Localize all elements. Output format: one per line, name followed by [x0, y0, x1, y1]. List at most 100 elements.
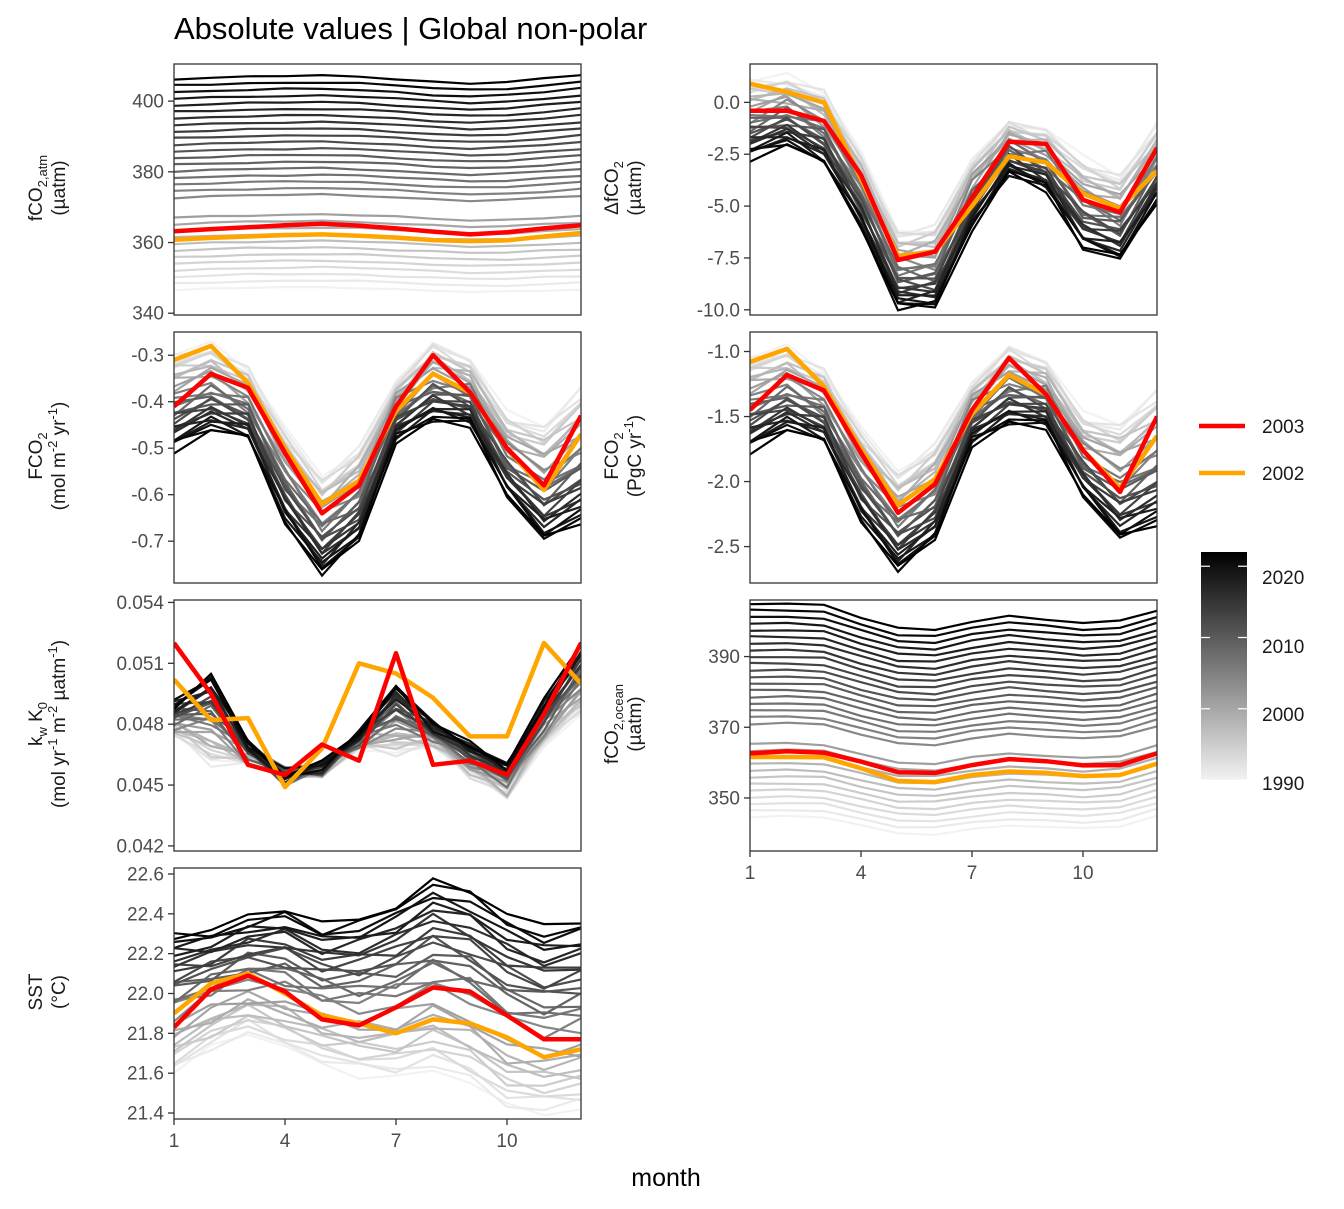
series-line-1994 — [174, 1019, 581, 1095]
y-axis-title: ΔfCO2 (µatm) — [602, 160, 646, 215]
series-line-2004 — [750, 721, 1157, 747]
series-line-2003 — [174, 221, 581, 237]
series-line-1991 — [174, 279, 581, 288]
series-line-2006 — [750, 709, 1157, 733]
panel-border — [749, 331, 1158, 584]
y-tick-label: -10.0 — [697, 300, 740, 321]
y-axis-title-line2: (µatm) — [625, 696, 646, 751]
y-tick-label: -0.6 — [131, 485, 164, 506]
y-tick-label: 22.6 — [127, 864, 164, 885]
series-line-2012 — [174, 396, 581, 540]
legend-lines: 2003 2002 — [1199, 417, 1304, 485]
y-axis-title: fCO2,ocean (µatm) — [602, 684, 646, 764]
series-line-1990 — [750, 814, 1157, 836]
series-line-2002 — [174, 640, 581, 790]
y-tick-label: -0.4 — [131, 392, 164, 413]
panel-7: 21.4 21.6 21.8 22.0 22.2 22.4 22.6 1 4 7 10 SST (°C) — [26, 864, 582, 1152]
series-line-2013 — [174, 133, 581, 143]
series-line-2002 — [174, 971, 581, 1060]
series-line-1990 — [174, 340, 581, 478]
series-line-2022 — [750, 142, 1157, 309]
series-line-1997 — [174, 1014, 581, 1079]
series-line-1996 — [750, 775, 1157, 798]
series-line-2003 — [750, 749, 1157, 776]
series-line-2014 — [174, 127, 581, 137]
series-line-2017 — [174, 107, 581, 117]
series-line-1997 — [750, 768, 1157, 791]
panel-3: -0.3 -0.4 -0.5 -0.6 -0.7 FCO2(mol m-2 yr-1) — [26, 331, 582, 584]
series-line-1996 — [174, 246, 581, 255]
x-tick-label: 4 — [280, 1131, 291, 1152]
y-tick-label: -7.5 — [707, 248, 740, 269]
series-line-2022 — [750, 420, 1157, 568]
series-line-2001 — [174, 367, 581, 509]
y-tick-label: 380 — [132, 162, 164, 183]
series-line-2003 — [174, 973, 581, 1042]
series-lines — [174, 73, 581, 294]
y-axis-title-line2: (mol m-2 yr-1) — [45, 402, 70, 511]
series-line-2010 — [174, 153, 581, 163]
series-line-2004 — [174, 192, 581, 203]
series-line-2001 — [750, 741, 1157, 766]
y-tick-label: 21.4 — [127, 1104, 164, 1125]
panel-border — [173, 63, 582, 316]
y-tick-label: -2.0 — [707, 472, 740, 493]
y-tick-label: -1.0 — [707, 342, 740, 363]
panel-6: 350 370 390 1 4 7 10 fCO2,ocean (µatm) — [602, 599, 1158, 884]
series-line-2015 — [750, 648, 1157, 677]
y-tick-label: -2.5 — [707, 537, 740, 558]
series-line-2019 — [750, 621, 1157, 651]
y-tick-label: -0.5 — [131, 439, 164, 460]
series-line-1995 — [174, 1014, 581, 1087]
series-line-2010 — [750, 682, 1157, 708]
y-axis-title-line1: FCO2 — [602, 432, 626, 479]
y-axis-title: FCO2(mol m-2 yr-1) — [26, 402, 70, 511]
y-axis-title-line2: (mol yr-1 m-2 µatm-1) — [45, 640, 70, 808]
x-tick-label: 7 — [391, 1131, 402, 1152]
series-line-1993 — [174, 1025, 581, 1098]
series-line-2019 — [174, 891, 581, 951]
colorbar: 2020 2010 2000 1990 — [1201, 552, 1304, 795]
series-line-2022 — [174, 73, 581, 85]
series-line-2012 — [750, 668, 1157, 696]
y-tick-label: 360 — [132, 233, 164, 254]
series-line-2012 — [750, 116, 1157, 292]
panel-border — [749, 63, 1158, 316]
y-tick-label: 370 — [708, 718, 740, 739]
y-tick-label: 0.048 — [116, 715, 164, 736]
series-line-2008 — [750, 694, 1157, 722]
series-line-1990 — [750, 71, 1157, 234]
colorbar-label-2020: 2020 — [1262, 568, 1304, 589]
x-tick-label: 10 — [496, 1131, 517, 1152]
y-tick-label: 0.051 — [116, 654, 164, 675]
y-tick-label: -1.5 — [707, 407, 740, 428]
legend-label-2003: 2003 — [1262, 417, 1304, 438]
y-axis-title-line2: (µatm) — [49, 160, 70, 215]
panel-border — [173, 331, 582, 584]
series-line-1998 — [174, 1003, 581, 1072]
series-line-2007 — [174, 173, 581, 183]
colorbar-label-2010: 2010 — [1262, 637, 1304, 658]
colorbar-gradient — [1201, 552, 1247, 780]
series-line-2016 — [174, 919, 581, 968]
y-tick-label: -2.5 — [707, 145, 740, 166]
y-axis-title-line1: kw K0 — [26, 702, 50, 746]
series-line-1991 — [174, 1030, 581, 1112]
y-axis-title-line2: (PgC yr-1) — [621, 415, 646, 497]
series-line-1995 — [174, 252, 581, 262]
series-line-2011 — [174, 934, 581, 995]
series-line-2016 — [750, 642, 1157, 670]
series-line-2003 — [174, 352, 581, 516]
x-tick-label: 1 — [745, 863, 756, 884]
chart-title: Absolute values | Global non-polar — [174, 11, 647, 46]
series-line-1992 — [750, 801, 1157, 823]
y-tick-label: -0.7 — [131, 532, 164, 553]
legend-label-2002: 2002 — [1262, 464, 1304, 485]
x-tick-label: 10 — [1072, 863, 1093, 884]
series-line-1991 — [750, 807, 1157, 829]
series-line-2002 — [750, 81, 1157, 259]
series-line-2016 — [174, 113, 581, 124]
series-line-2015 — [174, 120, 581, 131]
series-lines — [750, 343, 1157, 574]
